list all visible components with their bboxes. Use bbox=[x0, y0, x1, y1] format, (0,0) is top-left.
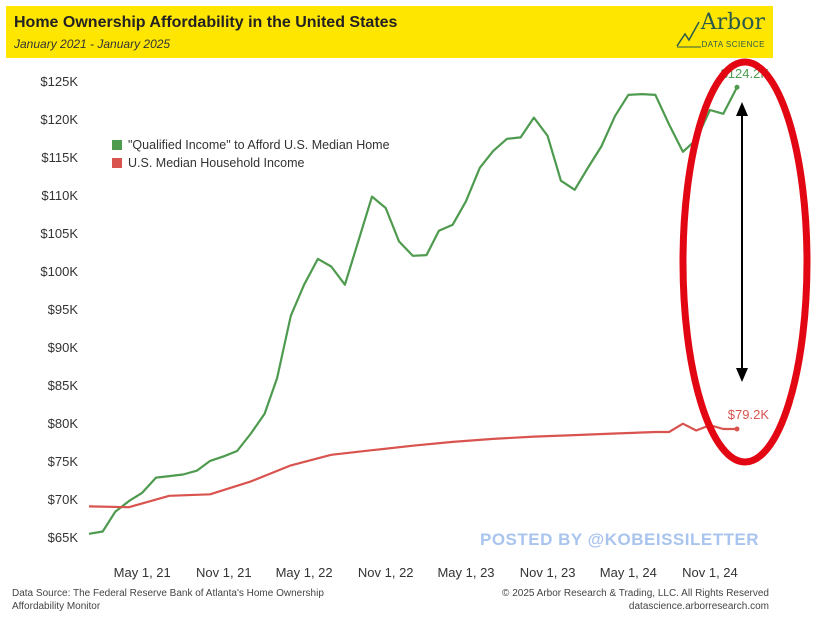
series-line-0 bbox=[88, 86, 738, 535]
y-tick-label: $115K bbox=[41, 150, 78, 165]
highlight-ring bbox=[679, 58, 811, 466]
arbor-logo-mark-icon bbox=[676, 21, 701, 48]
arbor-logo: Arbor DATA SCIENCE bbox=[675, 10, 765, 54]
copyright-text: © 2025 Arbor Research & Trading, LLC. Al… bbox=[502, 588, 769, 599]
chart-subtitle: January 2021 - January 2025 bbox=[14, 37, 171, 51]
y-tick-label: $105K bbox=[40, 226, 78, 241]
legend-label-0: "Qualified Income" to Afford U.S. Median… bbox=[128, 138, 390, 152]
x-tick-label: Nov 1, 21 bbox=[196, 565, 252, 580]
data-source: Data Source: The Federal Reserve Bank of… bbox=[12, 587, 372, 613]
series-layer: $124.2K$79.2K bbox=[88, 66, 770, 535]
chart-header: Home Ownership Affordability in the Unit… bbox=[6, 6, 773, 58]
y-tick-label: $95K bbox=[48, 302, 79, 317]
chart-title: Home Ownership Affordability in the Unit… bbox=[14, 14, 398, 31]
watermark: POSTED BY @KOBEISSILETTER bbox=[480, 530, 760, 549]
y-tick-label: $125K bbox=[40, 74, 78, 89]
logo-wordmark: Arbor bbox=[700, 10, 765, 35]
y-tick-label: $85K bbox=[48, 378, 79, 393]
y-tick-label: $80K bbox=[48, 416, 79, 431]
x-tick-label: May 1, 22 bbox=[276, 565, 333, 580]
y-tick-label: $100K bbox=[40, 264, 78, 279]
gap-arrow-up-icon bbox=[736, 102, 748, 116]
x-tick-label: Nov 1, 22 bbox=[358, 565, 414, 580]
y-tick-label: $70K bbox=[48, 492, 79, 507]
x-tick-label: Nov 1, 24 bbox=[682, 565, 738, 580]
y-tick-label: $90K bbox=[48, 340, 79, 355]
x-tick-label: Nov 1, 23 bbox=[520, 565, 576, 580]
x-tick-label: May 1, 21 bbox=[114, 565, 171, 580]
x-tick-label: May 1, 24 bbox=[600, 565, 657, 580]
copyright-block: © 2025 Arbor Research & Trading, LLC. Al… bbox=[502, 587, 769, 613]
legend: "Qualified Income" to Afford U.S. Median… bbox=[112, 138, 390, 170]
data-source-line-2: Affordability Monitor bbox=[12, 601, 101, 612]
series-end-point-1 bbox=[734, 426, 740, 432]
gap-arrow-down-icon bbox=[736, 368, 748, 382]
legend-label-1: U.S. Median Household Income bbox=[128, 156, 305, 170]
axis-layer: $65K $70K $75K $80K $85K $90K $95K $100K $105K $1… bbox=[40, 74, 737, 580]
y-tick-label: $75K bbox=[48, 454, 79, 469]
y-tick-label: $120K bbox=[40, 112, 78, 127]
legend-swatch-1 bbox=[112, 158, 122, 168]
y-tick-label: $110K bbox=[41, 188, 78, 203]
legend-swatch-0 bbox=[112, 140, 122, 150]
y-tick-label: $65K bbox=[48, 530, 79, 545]
website-link[interactable]: datascience.arborresearch.com bbox=[628, 601, 769, 612]
series-line-1 bbox=[88, 422, 737, 509]
logo-subtext: DATA SCIENCE bbox=[701, 40, 765, 49]
end-value-label-1: $79.2K bbox=[728, 407, 770, 422]
series-end-point-0 bbox=[734, 84, 740, 90]
x-tick-label: May 1, 23 bbox=[437, 565, 494, 580]
data-source-line-1: Data Source: The Federal Reserve Bank of… bbox=[12, 588, 324, 599]
annotation-layer bbox=[679, 58, 811, 466]
